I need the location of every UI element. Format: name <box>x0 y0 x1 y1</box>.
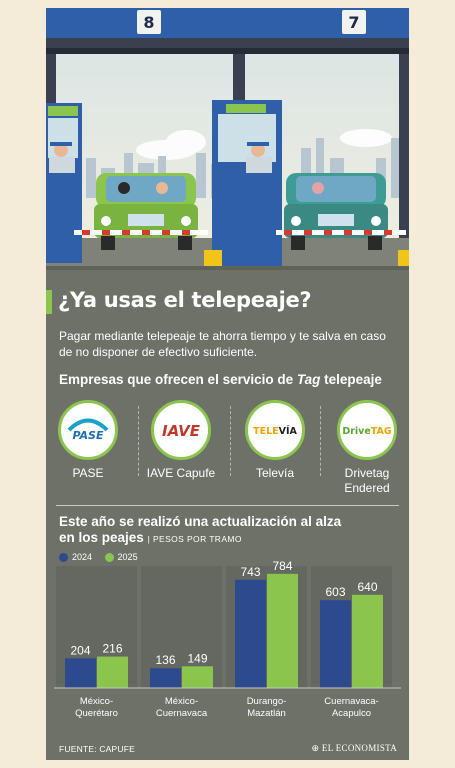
bar-2025-2 <box>182 666 213 688</box>
publisher-name: EL ECONOMISTA <box>321 743 397 753</box>
category-label: Acapulco <box>332 708 371 719</box>
data-label: 784 <box>272 559 292 573</box>
separator <box>320 406 322 476</box>
data-label: 743 <box>240 565 260 579</box>
chart-title-text: Este año se realizó una actualización al… <box>59 514 342 545</box>
company-drivetag: DriveTAG Drivetag Endered <box>327 400 407 496</box>
chart-unit-label: | PESOS POR TRAMO <box>147 534 242 544</box>
toll-booth-illustration <box>46 8 409 270</box>
data-label: 603 <box>325 585 345 599</box>
data-label: 640 <box>357 580 377 594</box>
publisher-brand: ⊕ EL ECONOMISTA <box>311 743 397 753</box>
company-televia: TELEVÍA Televía <box>235 400 315 481</box>
booth-number-7: 7 <box>342 10 366 34</box>
legend-label: 2025 <box>117 552 138 562</box>
data-label: 216 <box>102 642 122 656</box>
drivetag-logo-icon: DriveTAG <box>337 400 397 460</box>
category-label: Mazatlán <box>247 708 286 719</box>
drivetag-logo-part-b: TAG <box>371 426 392 437</box>
pase-logo-text: PASE <box>72 429 103 442</box>
category-label: Durango- <box>247 696 287 707</box>
section-divider <box>56 505 399 506</box>
data-label: 149 <box>187 651 207 665</box>
category-label: México- <box>165 696 198 707</box>
televia-logo-icon: TELEVÍA <box>245 400 305 460</box>
bar-2024-2 <box>150 668 181 688</box>
bar-2024-3 <box>235 579 266 688</box>
data-label: 204 <box>70 643 90 657</box>
pase-logo-icon: PASE <box>58 400 118 460</box>
companies-heading-start: Empresas que ofrecen el servicio de <box>59 372 297 387</box>
bar-2025-3 <box>267 573 298 688</box>
bar-2024-4 <box>320 600 351 688</box>
iave-logo-text: IAVE <box>162 422 201 440</box>
category-label: Querétaro <box>75 708 118 719</box>
bar-2024-1 <box>65 658 96 688</box>
bar-2025-1 <box>97 656 128 688</box>
booth-number-8: 8 <box>137 10 161 34</box>
svg-text:DriveTAG: DriveTAG <box>342 426 392 437</box>
companies-heading-end: telepeaje <box>320 372 382 387</box>
headline-text: ¿Ya usas el telepeaje? <box>58 288 312 312</box>
company-name: Drivetag Endered <box>344 466 390 495</box>
company-name: Televía <box>255 466 295 480</box>
drivetag-logo-part-a: Drive <box>342 426 370 437</box>
company-pase: PASE PASE <box>48 400 128 481</box>
infographic: 8 7 ¿Ya usas el telepeaje? Pagar mediant… <box>46 8 409 760</box>
legend-label: 2024 <box>72 552 93 562</box>
company-name: IAVE Capufe <box>146 466 216 480</box>
chart-legend: 2024 2025 <box>59 552 148 566</box>
category-label: Cuernavaca <box>156 708 208 719</box>
subtitle: Pagar mediante telepeaje te ahorra tiemp… <box>59 329 386 359</box>
bar-2025-4 <box>352 594 383 688</box>
legend-item-2025: 2025 <box>104 552 138 562</box>
headline: ¿Ya usas el telepeaje? <box>46 288 409 318</box>
legend-swatch <box>59 552 68 562</box>
televia-logo-part-b: VÍA <box>279 425 298 437</box>
source-note: FUENTE: CAPUFE <box>59 744 136 754</box>
category-label: México- <box>80 696 113 707</box>
data-label: 136 <box>155 653 175 667</box>
separator <box>230 406 232 476</box>
headline-accent-bar <box>46 290 52 314</box>
companies-heading: Empresas que ofrecen el servicio de Tag … <box>59 372 404 387</box>
separator <box>138 406 140 476</box>
televia-logo-part-a: TELE <box>253 426 279 437</box>
iave-logo-icon: IAVE <box>151 400 211 460</box>
company-iave: IAVE IAVE Capufe <box>141 400 221 481</box>
company-name: PASE <box>72 466 104 480</box>
legend-swatch <box>104 552 114 562</box>
chart-unit-text: PESOS POR TRAMO <box>152 534 242 544</box>
svg-text:TELEVÍA: TELEVÍA <box>253 425 297 437</box>
chart-title: Este año se realizó una actualización al… <box>59 514 359 547</box>
companies-heading-italic: Tag <box>296 372 321 387</box>
legend-item-2024: 2024 <box>59 552 92 562</box>
category-label: Cuernavaca- <box>324 696 378 707</box>
